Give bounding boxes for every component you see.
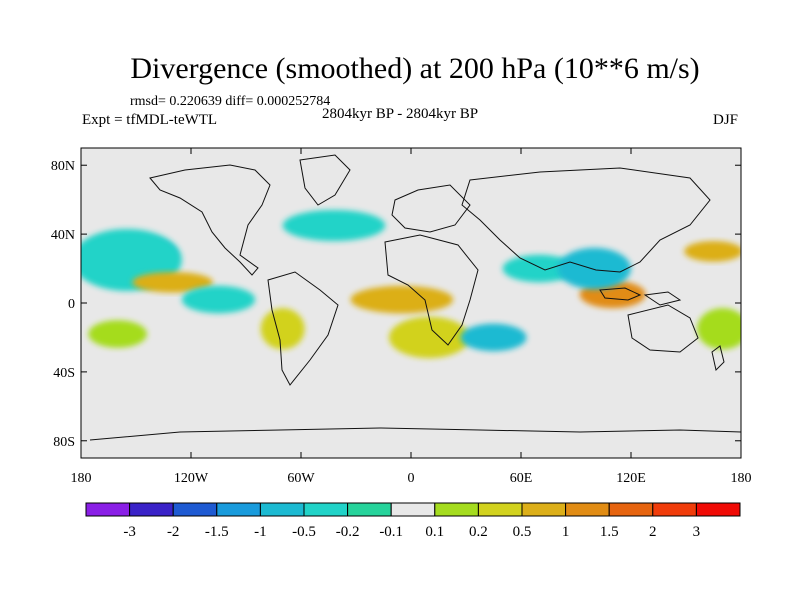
contour-region-10 <box>502 254 576 283</box>
x-tick-label-3: 0 <box>408 471 415 486</box>
colorbar-box-9 <box>477 502 523 517</box>
colorbar-box-14 <box>695 502 741 517</box>
colorbar-label-10: 1 <box>562 524 570 540</box>
stats-line: rmsd= 0.220639 diff= 0.000252784 <box>130 94 331 109</box>
colorbar-box-6 <box>347 502 392 517</box>
x-tick-label-0: 180 <box>71 471 92 486</box>
colorbar-label-0: -3 <box>123 524 136 540</box>
colorbar-box-13 <box>652 502 697 517</box>
contour-region-2 <box>132 272 213 293</box>
chart-title: Divergence (smoothed) at 200 hPa (10**6 … <box>130 52 700 85</box>
colorbar-label-13: 3 <box>693 524 701 540</box>
colorbar-label-3: -1 <box>254 524 267 540</box>
colorbar-box-11 <box>565 502 610 517</box>
x-tick-label-6: 180 <box>731 471 752 486</box>
period-label: 2804kyr BP - 2804kyr BP <box>322 106 479 122</box>
colorbar-label-2: -1.5 <box>205 524 229 540</box>
contour-region-4 <box>88 320 147 348</box>
colorbar-box-3 <box>216 502 261 517</box>
x-tick-label-4: 60E <box>510 471 533 486</box>
colorbar-box-8 <box>434 502 479 517</box>
colorbar-label-6: -0.1 <box>379 524 403 540</box>
colorbar: -3 -2 -1.5 -1 -0.5 -0.2 -0.1 0.1 0.2 0.5 1 1.5 2 3 <box>85 502 741 540</box>
x-tick-label-1: 120W <box>174 471 209 486</box>
axes: 180 120W 60W 0 60E 120E 180 80N 40N 0 40S 80S <box>51 148 752 486</box>
colorbar-label-8: 0.2 <box>469 524 488 540</box>
colorbar-label-11: 1.5 <box>600 524 619 540</box>
colorbar-box-0 <box>85 502 131 517</box>
colorbar-label-12: 2 <box>649 524 657 540</box>
y-tick-label-2: 0 <box>68 297 75 312</box>
contour-region-5 <box>260 308 305 350</box>
contour-region-14 <box>697 308 741 350</box>
colorbar-box-10 <box>521 502 567 517</box>
colorbar-label-5: -0.2 <box>336 524 360 540</box>
colorbar-label-1: -2 <box>167 524 180 540</box>
contour-region-9 <box>460 323 527 352</box>
y-tick-label-4: 80S <box>53 435 75 450</box>
contour-region-6 <box>282 210 386 241</box>
colorbar-box-4 <box>259 502 305 517</box>
y-tick-label-0: 80N <box>51 159 75 174</box>
season-label: DJF <box>712 112 738 128</box>
y-tick-label-3: 40S <box>53 366 75 381</box>
coastlines <box>89 154 741 441</box>
colorbar-box-2 <box>172 502 218 517</box>
colorbar-box-5 <box>303 502 349 517</box>
contour-region-13 <box>684 241 741 262</box>
colorbar-box-7 <box>390 502 436 517</box>
contour-region-12 <box>557 247 631 290</box>
contour-regions <box>81 210 741 359</box>
contour-region-8 <box>389 316 470 359</box>
experiment-label: Expt = tfMDL-teWTL <box>82 112 218 128</box>
colorbar-label-7: 0.1 <box>425 524 444 540</box>
y-tick-label-1: 40N <box>51 228 75 243</box>
x-tick-label-2: 60W <box>287 471 315 486</box>
contour-region-7 <box>350 285 454 314</box>
colorbar-label-4: -0.5 <box>292 524 316 540</box>
colorbar-box-1 <box>129 502 174 517</box>
colorbar-label-9: 0.5 <box>513 524 532 540</box>
colorbar-box-12 <box>608 502 654 517</box>
contour-region-3 <box>181 285 256 314</box>
x-tick-label-5: 120E <box>616 471 646 486</box>
